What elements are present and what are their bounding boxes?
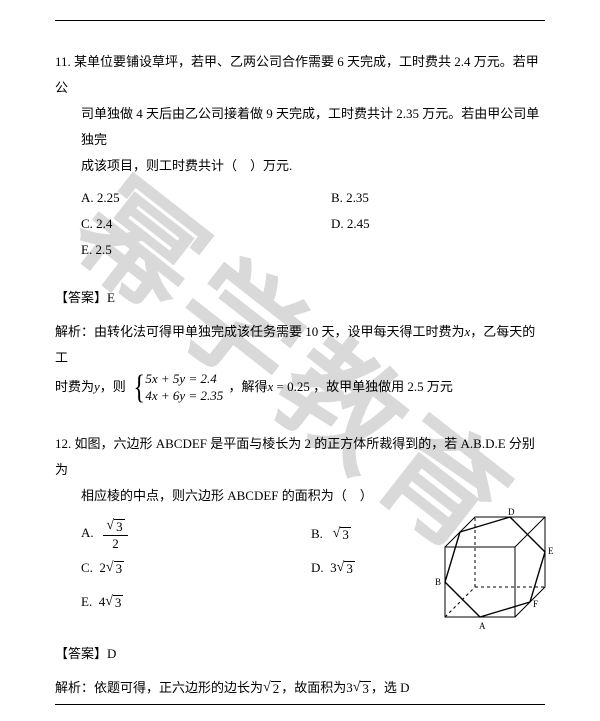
- q11-system: { 5x + 5y = 2.4 4x + 6y = 2.35: [131, 371, 223, 405]
- q11-sol-l1a: 解析：由转化法可得甲单独完成该任务需要 10 天，设甲每天得工时费为: [55, 324, 465, 339]
- sqrt-icon: √3: [337, 561, 355, 576]
- q11-answer-line: 【答案】E: [55, 285, 545, 311]
- q12-opt-a: A. √3 2: [81, 518, 311, 550]
- q11-answer: E: [107, 290, 115, 305]
- cube-label-e: E: [548, 546, 554, 556]
- q11-eq1: 5x + 5y = 2.4: [145, 371, 223, 388]
- sqrt-icon: √2: [263, 681, 281, 696]
- q11-sol-l2b: ，则: [100, 379, 126, 394]
- q12-answer-block: 【答案】D 解析：依题可得，正六边形的边长为√2，故面积为 3√3，选 D: [55, 641, 545, 701]
- q12-opt-e: E. 4√3: [81, 589, 311, 615]
- sqrt-icon: √3: [333, 527, 351, 542]
- q11-opt-e: E. 2.5: [81, 237, 331, 263]
- q11-number: 11.: [55, 54, 71, 69]
- q11-solution-l2: 时费为y，则 { 5x + 5y = 2.4 4x + 6y = 2.35 ，解…: [55, 371, 545, 405]
- q11-text-l1: 某单位要铺设草坪，若甲、乙两公司合作需要 6 天完成，工时费共 2.4 万元。若…: [55, 54, 539, 95]
- fraction-icon: √3 2: [103, 518, 127, 550]
- q12-opt-d-pre: D.: [311, 560, 330, 575]
- question-11: 11. 某单位要铺设草坪，若甲、乙两公司合作需要 6 天完成，工时费共 2.4 …: [55, 49, 545, 263]
- q12-number: 12.: [55, 436, 71, 451]
- cube-label-f: F: [533, 599, 538, 609]
- q11-sol-l2c: ，解得: [228, 379, 267, 394]
- q12-opt-a-pre: A.: [81, 525, 100, 540]
- q12-answer-label: 【答案】: [55, 646, 107, 661]
- q11-sol-l2a: 时费为: [55, 379, 94, 394]
- q12-text-l2: 相应棱的中点，则六边形 ABCDEF 的面积为（ ）: [55, 483, 545, 509]
- q12-opt-b-pre: B.: [311, 526, 329, 541]
- q12-solution: 解析：依题可得，正六边形的边长为√2，故面积为 3√3，选 D: [55, 675, 545, 701]
- brace-icon: {: [134, 371, 145, 405]
- q12-opt-b: B. √3: [311, 521, 351, 547]
- q12-sqrt3: 3: [360, 681, 371, 696]
- cube-figure: A B D E F: [435, 507, 555, 637]
- q12-options: A. √3 2 B. √3 C. 2√3 D. 3√3: [55, 517, 545, 619]
- q11-text-l3: 成该项目，则工时费共计（ ）万元.: [55, 153, 545, 179]
- top-rule: [55, 20, 545, 21]
- q12-b-arg: 3: [340, 527, 351, 542]
- sqrt-icon: √3: [106, 561, 124, 576]
- q11-eq2: 4x + 6y = 2.35: [145, 388, 223, 405]
- q11-answer-block: 【答案】E 解析：由转化法可得甲单独完成该任务需要 10 天，设甲每天得工时费为…: [55, 285, 545, 405]
- q12-answer-line: 【答案】D: [55, 641, 545, 667]
- q12-opt-d: D. 3√3: [311, 555, 355, 581]
- q11-opt-b: B. 2.35: [331, 185, 369, 211]
- cube-label-d: D: [508, 507, 515, 517]
- q12-sol-c: ，选 D: [371, 680, 410, 695]
- q12-sol-b: ，故面积为: [281, 680, 346, 695]
- q11-opt-a: A. 2.25: [81, 185, 331, 211]
- q12-answer: D: [107, 646, 116, 661]
- cube-label-b: B: [435, 577, 441, 587]
- q11-options: A. 2.25 B. 2.35 C. 2.4 D. 2.45 E. 2.5: [55, 185, 545, 263]
- q11-text-l2: 司单独做 4 天后由乙公司接着做 9 天完成，工时费共计 2.35 万元。若由甲…: [55, 101, 545, 153]
- q12-opt-e-pre: E.: [81, 594, 99, 609]
- sqrt-icon: √3: [105, 595, 123, 610]
- q11-line1: 11. 某单位要铺设草坪，若甲、乙两公司合作需要 6 天完成，工时费共 2.4 …: [55, 49, 545, 101]
- q12-sol-a: 解析：依题可得，正六边形的边长为: [55, 680, 263, 695]
- q12-line1: 12. 如图，六边形 ABCDEF 是平面与棱长为 2 的正方体所裁得到的，若 …: [55, 431, 545, 483]
- page-content: 11. 某单位要铺设草坪，若甲、乙两公司合作需要 6 天完成，工时费共 2.4 …: [0, 0, 600, 721]
- q11-sol-l2d: = 0.25 ，故甲单独做用 2.5 万元: [273, 379, 453, 394]
- q11-opt-c: C. 2.4: [81, 211, 331, 237]
- q12-a-den: 2: [112, 536, 119, 550]
- q12-opt-c-pre: C.: [81, 560, 99, 575]
- q11-answer-label: 【答案】: [55, 290, 107, 305]
- cube-label-a: A: [479, 621, 486, 631]
- q11-solution-l1: 解析：由转化法可得甲单独完成该任务需要 10 天，设甲每天得工时费为x，乙每天的…: [55, 319, 545, 371]
- q12-d-arg: 3: [344, 561, 355, 576]
- q12-sqrt2: 2: [271, 681, 282, 696]
- q12-text-l1: 如图，六边形 ABCDEF 是平面与棱长为 2 的正方体所裁得到的，若 A.B.…: [55, 436, 535, 477]
- question-12: 12. 如图，六边形 ABCDEF 是平面与棱长为 2 的正方体所裁得到的，若 …: [55, 431, 545, 619]
- q11-opt-d: D. 2.45: [331, 211, 370, 237]
- q12-a-num: 3: [114, 519, 125, 534]
- q12-opt-c: C. 2√3: [81, 555, 311, 581]
- sqrt-icon: √3: [353, 681, 371, 696]
- q12-e-arg: 3: [113, 595, 124, 610]
- q12-c-arg: 3: [114, 561, 125, 576]
